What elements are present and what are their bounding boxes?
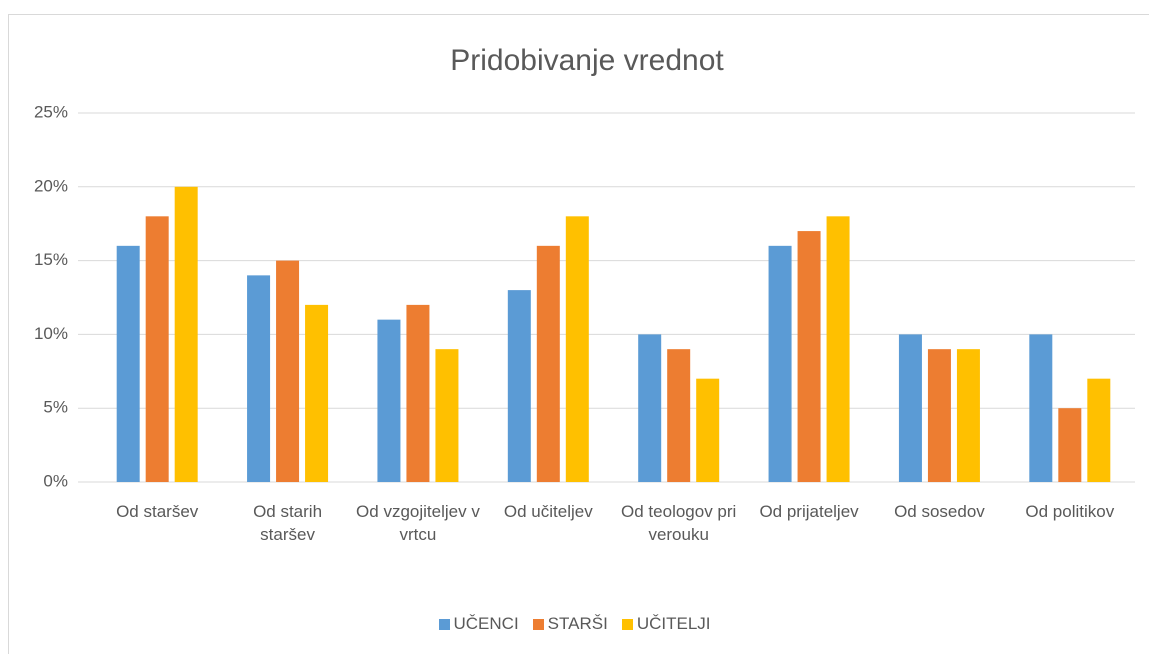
bar [305,304,329,482]
y-tick-label: 15% [34,250,68,269]
bar [377,319,401,482]
x-tick-label: Od vzgojiteljev v vrtcu [356,502,480,544]
bar [1058,408,1082,482]
legend-label: STARŠI [547,614,608,633]
legend-item: UČITELJI [621,614,711,634]
bar [898,334,922,482]
y-tick-label: 10% [34,324,68,343]
bar [116,245,140,482]
legend-item: UČENCI [438,614,519,634]
y-tick-label: 25% [34,102,68,121]
bar [797,231,821,482]
bar [435,349,459,482]
y-tick-label: 5% [43,398,68,417]
bar [1087,378,1111,482]
chart-frame [8,14,1149,654]
bar [565,216,589,482]
bar [927,349,951,482]
y-tick-label: 0% [43,471,68,490]
legend-item: STARŠI [532,614,608,634]
y-tick-label: 20% [34,176,68,195]
bar [768,245,792,482]
legend-label: UČITELJI [636,614,711,633]
bar [1029,334,1053,482]
bar [406,304,430,482]
x-tick-label: Od prijateljev [759,502,859,521]
bar [536,245,560,482]
x-tick-label: Od starih staršev [253,502,323,544]
legend: UČENCI STARŠI UČITELJI [0,614,1149,634]
bar [667,349,691,482]
x-tick-label: Od učiteljev [503,502,593,521]
x-tick-label: Od teologov pri verouku [621,502,737,544]
chart-title: Pridobivanje vrednot [450,44,724,77]
legend-swatch [438,618,450,630]
bar [956,349,980,482]
bar [276,260,300,482]
bar [145,216,169,482]
bar [247,275,271,482]
legend-label: UČENCI [453,614,519,633]
bar [638,334,662,482]
legend-swatch [621,618,633,630]
bar [826,216,850,482]
bar [507,290,531,482]
bar [174,186,198,483]
x-tick-label: Od politikov [1025,502,1115,521]
legend-swatch [532,618,544,630]
x-tick-label: Od staršev [116,502,199,521]
x-tick-label: Od sosedov [894,502,985,521]
bar [696,378,720,482]
